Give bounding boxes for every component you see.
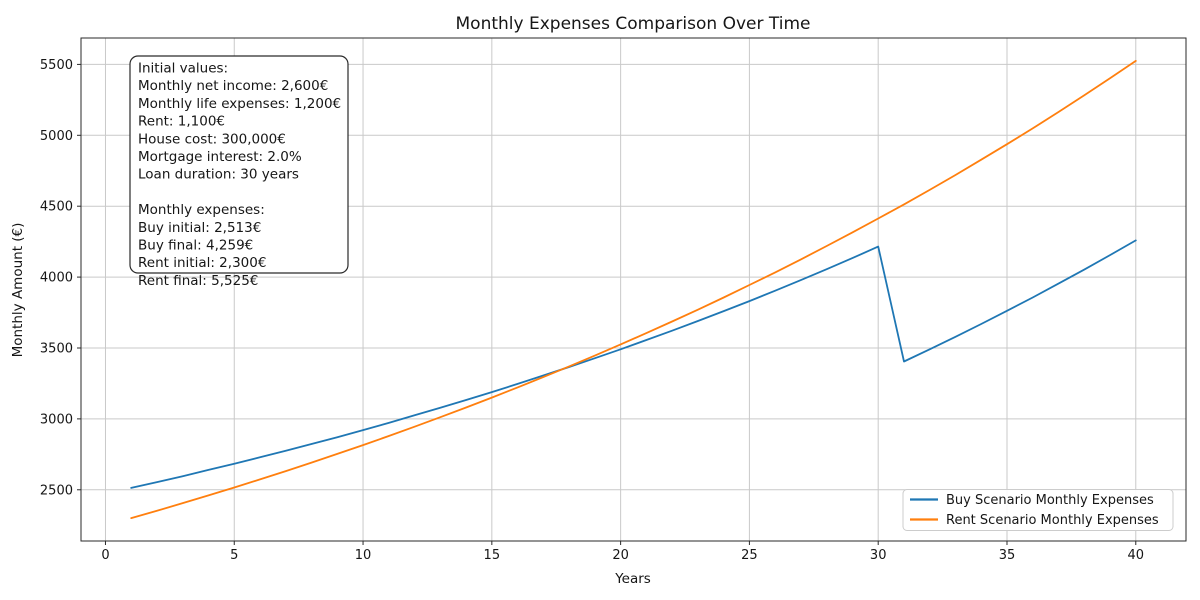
- x-axis-label: Years: [614, 571, 651, 587]
- y-tick-label: 2500: [40, 483, 73, 498]
- annotation-line: Monthly net income: 2,600€: [138, 78, 328, 94]
- data-series: [130, 60, 1137, 519]
- annotation-line: Mortgage interest: 2.0%: [138, 149, 302, 165]
- annotation-line: Loan duration: 30 years: [138, 167, 299, 183]
- y-tick-label: 5000: [40, 129, 73, 144]
- annotation-line: Rent final: 5,525€: [138, 273, 258, 289]
- y-tick-label: 4000: [40, 271, 73, 286]
- y-axis-label: Monthly Amount (€): [10, 223, 26, 358]
- annotation-line: Monthly life expenses: 1,200€: [138, 96, 341, 112]
- annotation-line: Monthly expenses:: [138, 202, 265, 218]
- legend-label: Rent Scenario Monthly Expenses: [946, 513, 1159, 528]
- annotation-frame: [129, 55, 349, 274]
- annotation-box: Initial values:Monthly net income: 2,600…: [129, 55, 349, 289]
- annotation-line: Rent: 1,100€: [138, 114, 225, 130]
- y-tick-label: 3500: [40, 341, 73, 356]
- annotation-line: Initial values:: [138, 61, 228, 77]
- annotation-line: Rent initial: 2,300€: [138, 255, 266, 271]
- chart-title: Monthly Expenses Comparison Over Time: [456, 14, 811, 34]
- legend-label: Buy Scenario Monthly Expenses: [946, 493, 1154, 508]
- series-line-buy-scenario-monthly-expenses: [130, 239, 1137, 489]
- annotation-line: Buy final: 4,259€: [138, 238, 253, 254]
- x-tick-label: 35: [999, 548, 1016, 563]
- x-tick-label: 20: [612, 548, 629, 563]
- legend-frame: [902, 489, 1174, 531]
- x-tick-label: 25: [741, 548, 758, 563]
- y-tick-label: 3000: [40, 412, 73, 427]
- series-line-rent-scenario-monthly-expenses: [130, 60, 1137, 519]
- annotation-line: Buy initial: 2,513€: [138, 220, 261, 236]
- legend: Buy Scenario Monthly Expenses Rent Scenar…: [902, 489, 1174, 531]
- plot-frame: [80, 37, 1187, 542]
- x-tick-label: 5: [230, 548, 238, 563]
- x-tick-label: 15: [484, 548, 501, 563]
- x-tick-label: 40: [1127, 548, 1144, 563]
- x-axis-ticks: 0 5 10 15 20 25 30 35 40: [101, 541, 1144, 563]
- x-tick-label: 10: [355, 548, 372, 563]
- y-tick-label: 5500: [40, 58, 73, 73]
- x-tick-label: 30: [870, 548, 887, 563]
- y-tick-label: 4500: [40, 200, 73, 215]
- annotation-line: House cost: 300,000€: [138, 131, 286, 147]
- x-tick-label: 0: [101, 548, 109, 563]
- y-axis-ticks: 2500 3000 3500 4000 4500 5000 5500: [40, 58, 81, 498]
